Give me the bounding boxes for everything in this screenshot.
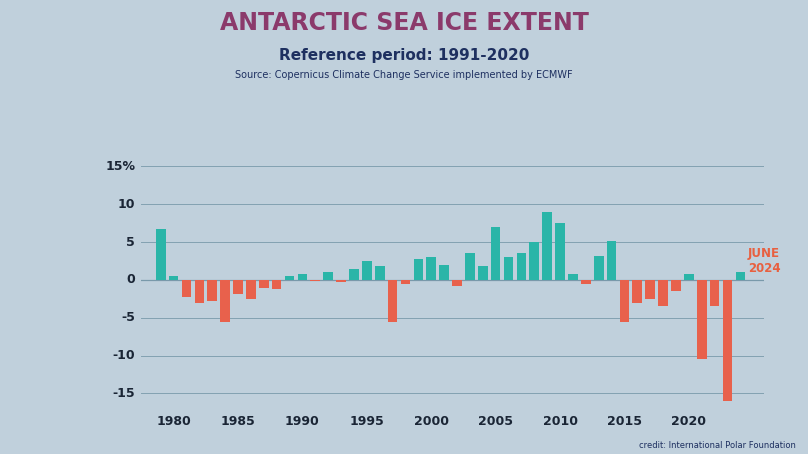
Text: credit: International Polar Foundation: credit: International Polar Foundation bbox=[639, 441, 796, 450]
Bar bbox=[375, 266, 385, 280]
Bar bbox=[208, 280, 217, 301]
Bar bbox=[503, 257, 513, 280]
Bar bbox=[735, 272, 745, 280]
Text: 1985: 1985 bbox=[221, 415, 255, 428]
Text: ANTARCTIC SEA ICE EXTENT: ANTARCTIC SEA ICE EXTENT bbox=[220, 11, 588, 35]
Bar bbox=[516, 253, 526, 280]
Bar bbox=[440, 265, 449, 280]
Text: 1980: 1980 bbox=[156, 415, 191, 428]
Text: Reference period: 1991-2020: Reference period: 1991-2020 bbox=[279, 48, 529, 63]
Bar bbox=[542, 212, 552, 280]
Bar bbox=[607, 241, 617, 280]
Bar bbox=[529, 242, 539, 280]
Bar bbox=[259, 280, 268, 287]
Bar bbox=[349, 269, 359, 280]
Text: 5: 5 bbox=[126, 236, 135, 249]
Bar bbox=[362, 261, 372, 280]
Bar bbox=[414, 259, 423, 280]
Bar bbox=[465, 253, 475, 280]
Bar bbox=[722, 280, 732, 401]
Text: -15: -15 bbox=[112, 387, 135, 400]
Bar bbox=[156, 228, 166, 280]
Bar bbox=[195, 280, 204, 303]
Bar bbox=[659, 280, 668, 306]
Bar bbox=[490, 227, 500, 280]
Bar bbox=[478, 266, 487, 280]
Text: 15%: 15% bbox=[105, 160, 135, 173]
Bar bbox=[234, 280, 243, 294]
Bar bbox=[221, 280, 230, 321]
Text: JUNE
2024: JUNE 2024 bbox=[748, 247, 781, 275]
Bar bbox=[284, 276, 294, 280]
Text: 0: 0 bbox=[126, 273, 135, 286]
Bar bbox=[581, 280, 591, 284]
Bar bbox=[401, 280, 410, 284]
Bar bbox=[594, 256, 604, 280]
Bar bbox=[620, 280, 629, 321]
Bar bbox=[646, 280, 655, 299]
Bar bbox=[684, 274, 694, 280]
Text: 2010: 2010 bbox=[542, 415, 578, 428]
Text: 1990: 1990 bbox=[285, 415, 320, 428]
Bar bbox=[555, 223, 565, 280]
Bar bbox=[388, 280, 398, 321]
Bar bbox=[323, 272, 333, 280]
Text: 10: 10 bbox=[118, 198, 135, 211]
Bar bbox=[169, 276, 179, 280]
Bar bbox=[182, 280, 191, 296]
Bar bbox=[297, 274, 307, 280]
Bar bbox=[310, 280, 320, 281]
Text: 1995: 1995 bbox=[349, 415, 384, 428]
Bar bbox=[427, 257, 436, 280]
Text: -10: -10 bbox=[112, 349, 135, 362]
Text: 2000: 2000 bbox=[414, 415, 448, 428]
Bar bbox=[697, 280, 706, 360]
Text: 2020: 2020 bbox=[671, 415, 706, 428]
Bar bbox=[671, 280, 681, 291]
Bar bbox=[336, 280, 346, 282]
Bar bbox=[633, 280, 642, 303]
Bar bbox=[271, 280, 281, 289]
Bar bbox=[568, 274, 578, 280]
Text: 2005: 2005 bbox=[478, 415, 513, 428]
Bar bbox=[709, 280, 719, 306]
Text: -5: -5 bbox=[121, 311, 135, 324]
Text: 2015: 2015 bbox=[607, 415, 642, 428]
Bar bbox=[246, 280, 255, 299]
Text: Source: Copernicus Climate Change Service implemented by ECMWF: Source: Copernicus Climate Change Servic… bbox=[235, 70, 573, 80]
Bar bbox=[452, 280, 462, 286]
